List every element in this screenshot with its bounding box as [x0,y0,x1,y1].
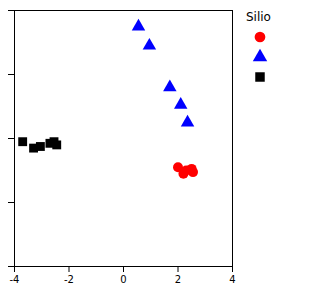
html-text:Silio: Silio [246,10,271,24]
svg-text:4: 4 [229,274,235,285]
svg-text:0: 0 [120,274,126,285]
svg-text:-2: -2 [64,274,74,285]
svg-text:2: 2 [175,274,181,285]
svg-text:-4: -4 [10,274,20,285]
